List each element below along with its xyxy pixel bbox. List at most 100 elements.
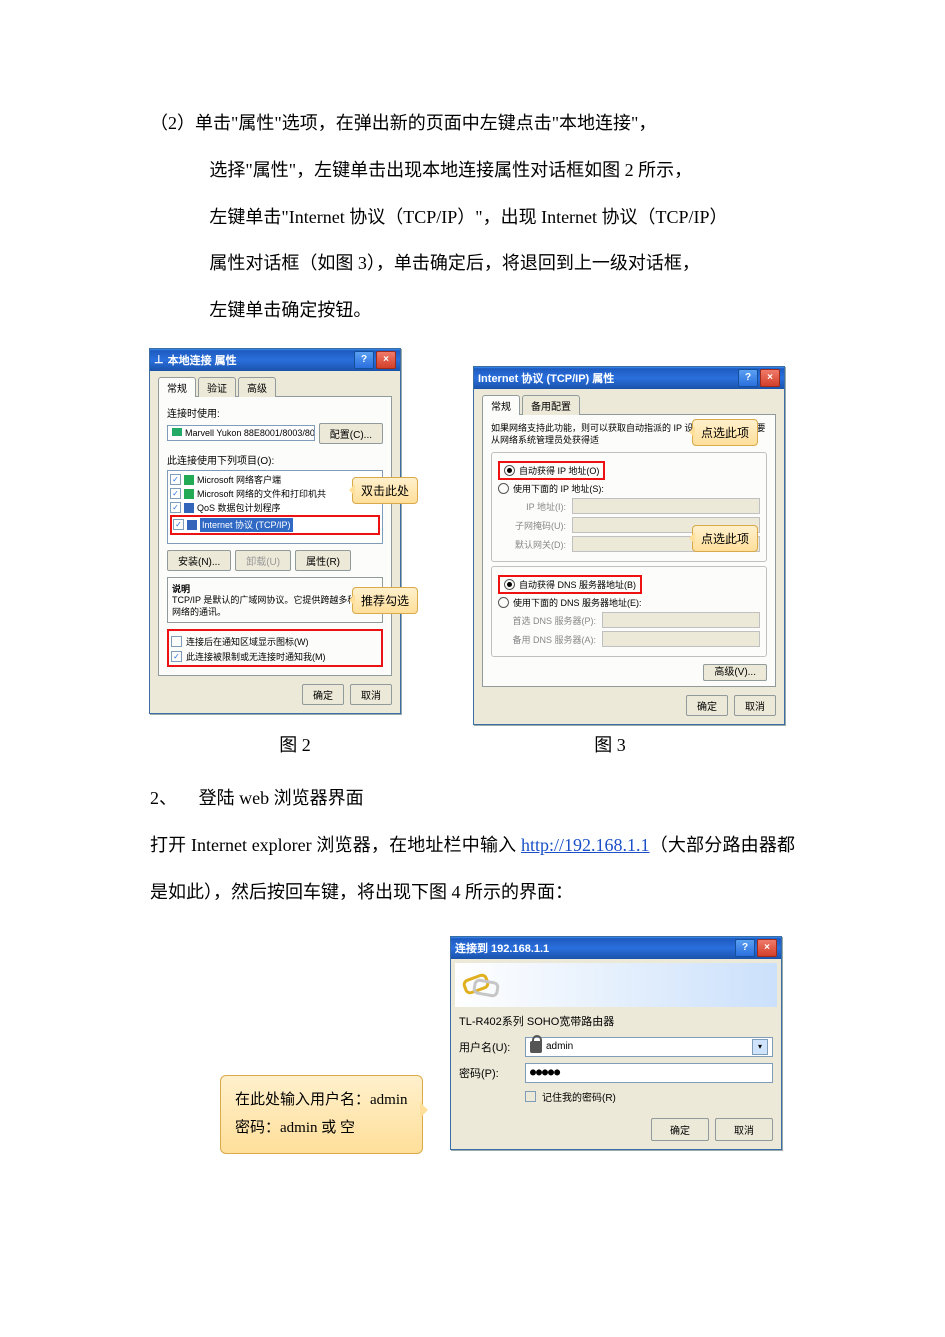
fig2-configure-button[interactable]: 配置(C)...: [319, 423, 383, 444]
fig3-tab-alt[interactable]: 备用配置: [522, 395, 580, 415]
fig4-device-label: TL-R402系列 SOHO宽带路由器: [459, 1013, 773, 1029]
fig2-titlebar: ⊥ 本地连接 属性 ? ×: [150, 349, 400, 371]
fig4-close-button[interactable]: ×: [757, 939, 777, 957]
fig4-dialog: 连接到 192.168.1.1 ? × TL-R402系列 SOHO宽带路由器 …: [450, 936, 782, 1150]
keys-icon: [463, 970, 497, 1000]
para-line1: 单击"属性"选项，在弹出新的页面中左键点击"本地连接"，: [195, 113, 656, 133]
fig4-ok-button[interactable]: 确定: [651, 1118, 709, 1141]
section-2-text-a: 打开 Internet explorer 浏览器，在地址栏中输入: [150, 835, 521, 855]
fig3-radio-auto-dns[interactable]: [504, 579, 515, 590]
fig4-help-button[interactable]: ?: [735, 939, 755, 957]
fig2-caption: 图 2: [150, 731, 440, 757]
fig3-dns1-label: 首选 DNS 服务器(P):: [498, 614, 596, 627]
fig4-cancel-button[interactable]: 取消: [715, 1118, 773, 1141]
fig3-help-button[interactable]: ?: [738, 369, 758, 387]
fig3-radio-manual-ip[interactable]: [498, 483, 509, 494]
fig3-title: Internet 协议 (TCP/IP) 属性: [478, 370, 736, 386]
fig2-item4-highlighted[interactable]: Internet 协议 (TCP/IP): [200, 518, 293, 532]
fig2-ok-button[interactable]: 确定: [302, 684, 344, 705]
fig4-password-value: ●●●●●: [530, 1067, 560, 1078]
fig2-tab-adv[interactable]: 高级: [238, 377, 276, 397]
fig3-cancel-button[interactable]: 取消: [734, 695, 776, 716]
captions-row: 图 2 图 3: [150, 731, 795, 757]
fig4-username-combo[interactable]: admin ▾: [525, 1037, 773, 1057]
fig4-callout: 在此处输入用户名：admin 密码：admin 或 空: [220, 1075, 423, 1154]
document-page: （2）单击"属性"选项，在弹出新的页面中左键点击"本地连接"， 选择"属性"，左…: [0, 0, 945, 1337]
figure-2-col: ⊥ 本地连接 属性 ? × 常规 验证 高级 连接时使用:: [150, 348, 400, 714]
para-line3: 左键单击"Internet 协议（TCP/IP）"，出现 Internet 协议…: [209, 207, 727, 227]
fig3-close-button[interactable]: ×: [760, 369, 780, 387]
fig2-items-listbox[interactable]: ✓Microsoft 网络客户端 ✓Microsoft 网络的文件和打印机共 ✓…: [167, 470, 383, 544]
fig2-callout-recommend: 推荐勾选: [352, 587, 418, 614]
fig4-username-value: admin: [546, 1041, 573, 1052]
fig3-radio-auto-dns-label: 自动获得 DNS 服务器地址(B): [519, 578, 636, 591]
figure-3-col: Internet 协议 (TCP/IP) 属性 ? × 常规 备用配置 如果网络…: [474, 366, 784, 725]
router-url-link[interactable]: http://192.168.1.1: [521, 835, 650, 855]
fig3-ip-input: [572, 498, 760, 514]
fig3-gw-label: 默认网关(D):: [498, 538, 566, 551]
fig2-help-button[interactable]: ?: [354, 351, 374, 369]
fig3-radio-manual-dns-label: 使用下面的 DNS 服务器地址(E):: [513, 596, 642, 609]
fig3-dns1-input: [602, 612, 760, 628]
chevron-down-icon[interactable]: ▾: [752, 1039, 768, 1055]
fig4-header-banner: [455, 963, 777, 1007]
fig4-remember-checkbox[interactable]: [525, 1091, 536, 1102]
fig2-uses-label: 此连接使用下列项目(O):: [167, 452, 383, 467]
fig3-mask-label: 子网掩码(U):: [498, 519, 566, 532]
fig4-callout-line2: 密码：admin 或 空: [235, 1114, 408, 1143]
fig2-desc-label: 说明: [172, 582, 378, 595]
fig2-chk1-label: 连接后在通知区域显示图标(W): [186, 635, 309, 648]
fig2-dialog: ⊥ 本地连接 属性 ? × 常规 验证 高级 连接时使用:: [149, 348, 401, 714]
fig2-close-button[interactable]: ×: [376, 351, 396, 369]
fig2-cancel-button[interactable]: 取消: [350, 684, 392, 705]
fig2-checkbox-2[interactable]: ✓: [171, 651, 182, 662]
fig2-item3: QoS 数据包计划程序: [197, 501, 281, 515]
paragraph-2: （2）单击"属性"选项，在弹出新的页面中左键点击"本地连接"， 选择"属性"，左…: [150, 100, 795, 334]
fig4-titlebar: 连接到 192.168.1.1 ? ×: [451, 937, 781, 959]
figures-row: ⊥ 本地连接 属性 ? × 常规 验证 高级 连接时使用:: [150, 348, 795, 725]
fig2-callout-doubleclick: 双击此处: [352, 477, 418, 504]
fig2-install-button[interactable]: 安装(N)...: [167, 550, 231, 571]
fig3-ip-label: IP 地址(I):: [498, 500, 566, 513]
fig2-adapter-field: Marvell Yukon 88E8001/8003/801: [167, 425, 315, 441]
fig2-properties-button[interactable]: 属性(R): [295, 550, 351, 571]
fig3-titlebar: Internet 协议 (TCP/IP) 属性 ? ×: [474, 367, 784, 389]
fig2-connect-using-label: 连接时使用:: [167, 405, 383, 420]
fig3-callout-1: 点选此项: [692, 419, 758, 446]
fig2-adapter-text: Marvell Yukon 88E8001/8003/801: [185, 428, 315, 438]
para-line2: 选择"属性"，左键单击出现本地连接属性对话框如图 2 所示，: [209, 160, 692, 180]
fig3-radio-auto-ip[interactable]: [504, 465, 515, 476]
fig4-title: 连接到 192.168.1.1: [455, 940, 733, 956]
section-2-num: 2、: [150, 775, 177, 822]
fig3-radio-manual-dns[interactable]: [498, 597, 509, 608]
fig2-chk2-label: 此连接被限制或无连接时通知我(M): [186, 650, 326, 663]
fig2-tab-general[interactable]: 常规: [158, 377, 196, 397]
fig2-uninstall-button[interactable]: 卸载(U): [235, 550, 291, 571]
fig3-tab-general[interactable]: 常规: [482, 395, 520, 415]
fig2-tab-auth[interactable]: 验证: [198, 377, 236, 397]
section-2-heading: 2、 登陆 web 浏览器界面: [150, 775, 795, 822]
section-2-title: 登陆 web 浏览器界面: [199, 775, 364, 822]
fig3-ok-button[interactable]: 确定: [686, 695, 728, 716]
fig2-tabs: 常规 验证 高级: [158, 377, 392, 397]
fig3-dialog: Internet 协议 (TCP/IP) 属性 ? × 常规 备用配置 如果网络…: [473, 366, 785, 725]
fig2-title: 本地连接 属性: [168, 352, 352, 368]
fig3-advanced-button[interactable]: 高级(V)...: [703, 664, 767, 681]
fig4-callout-line1: 在此处输入用户名：admin: [235, 1086, 408, 1115]
para-prefix: （2）: [150, 113, 195, 133]
fig3-radio-auto-ip-label: 自动获得 IP 地址(O): [519, 464, 599, 477]
section-2-paragraph: 打开 Internet explorer 浏览器，在地址栏中输入 http://…: [150, 822, 795, 916]
fig3-caption: 图 3: [440, 731, 780, 757]
para-line4: 属性对话框（如图 3），单击确定后，将退回到上一级对话框，: [209, 253, 700, 273]
lock-icon: [530, 1041, 542, 1053]
fig2-checkbox-1[interactable]: [171, 636, 182, 647]
fig4-remember-label: 记住我的密码(R): [542, 1089, 616, 1104]
fig3-callout-2: 点选此项: [692, 525, 758, 552]
fig4-password-input[interactable]: ●●●●●: [525, 1063, 773, 1083]
fig3-radio-manual-ip-label: 使用下面的 IP 地址(S):: [513, 482, 604, 495]
fig3-dns2-label: 备用 DNS 服务器(A):: [498, 633, 596, 646]
fig2-item1: Microsoft 网络客户端: [197, 473, 281, 487]
fig2-item2: Microsoft 网络的文件和打印机共: [197, 487, 326, 501]
para-line5: 左键单击确定按钮。: [209, 300, 371, 320]
fig4-username-label: 用户名(U):: [459, 1039, 519, 1055]
